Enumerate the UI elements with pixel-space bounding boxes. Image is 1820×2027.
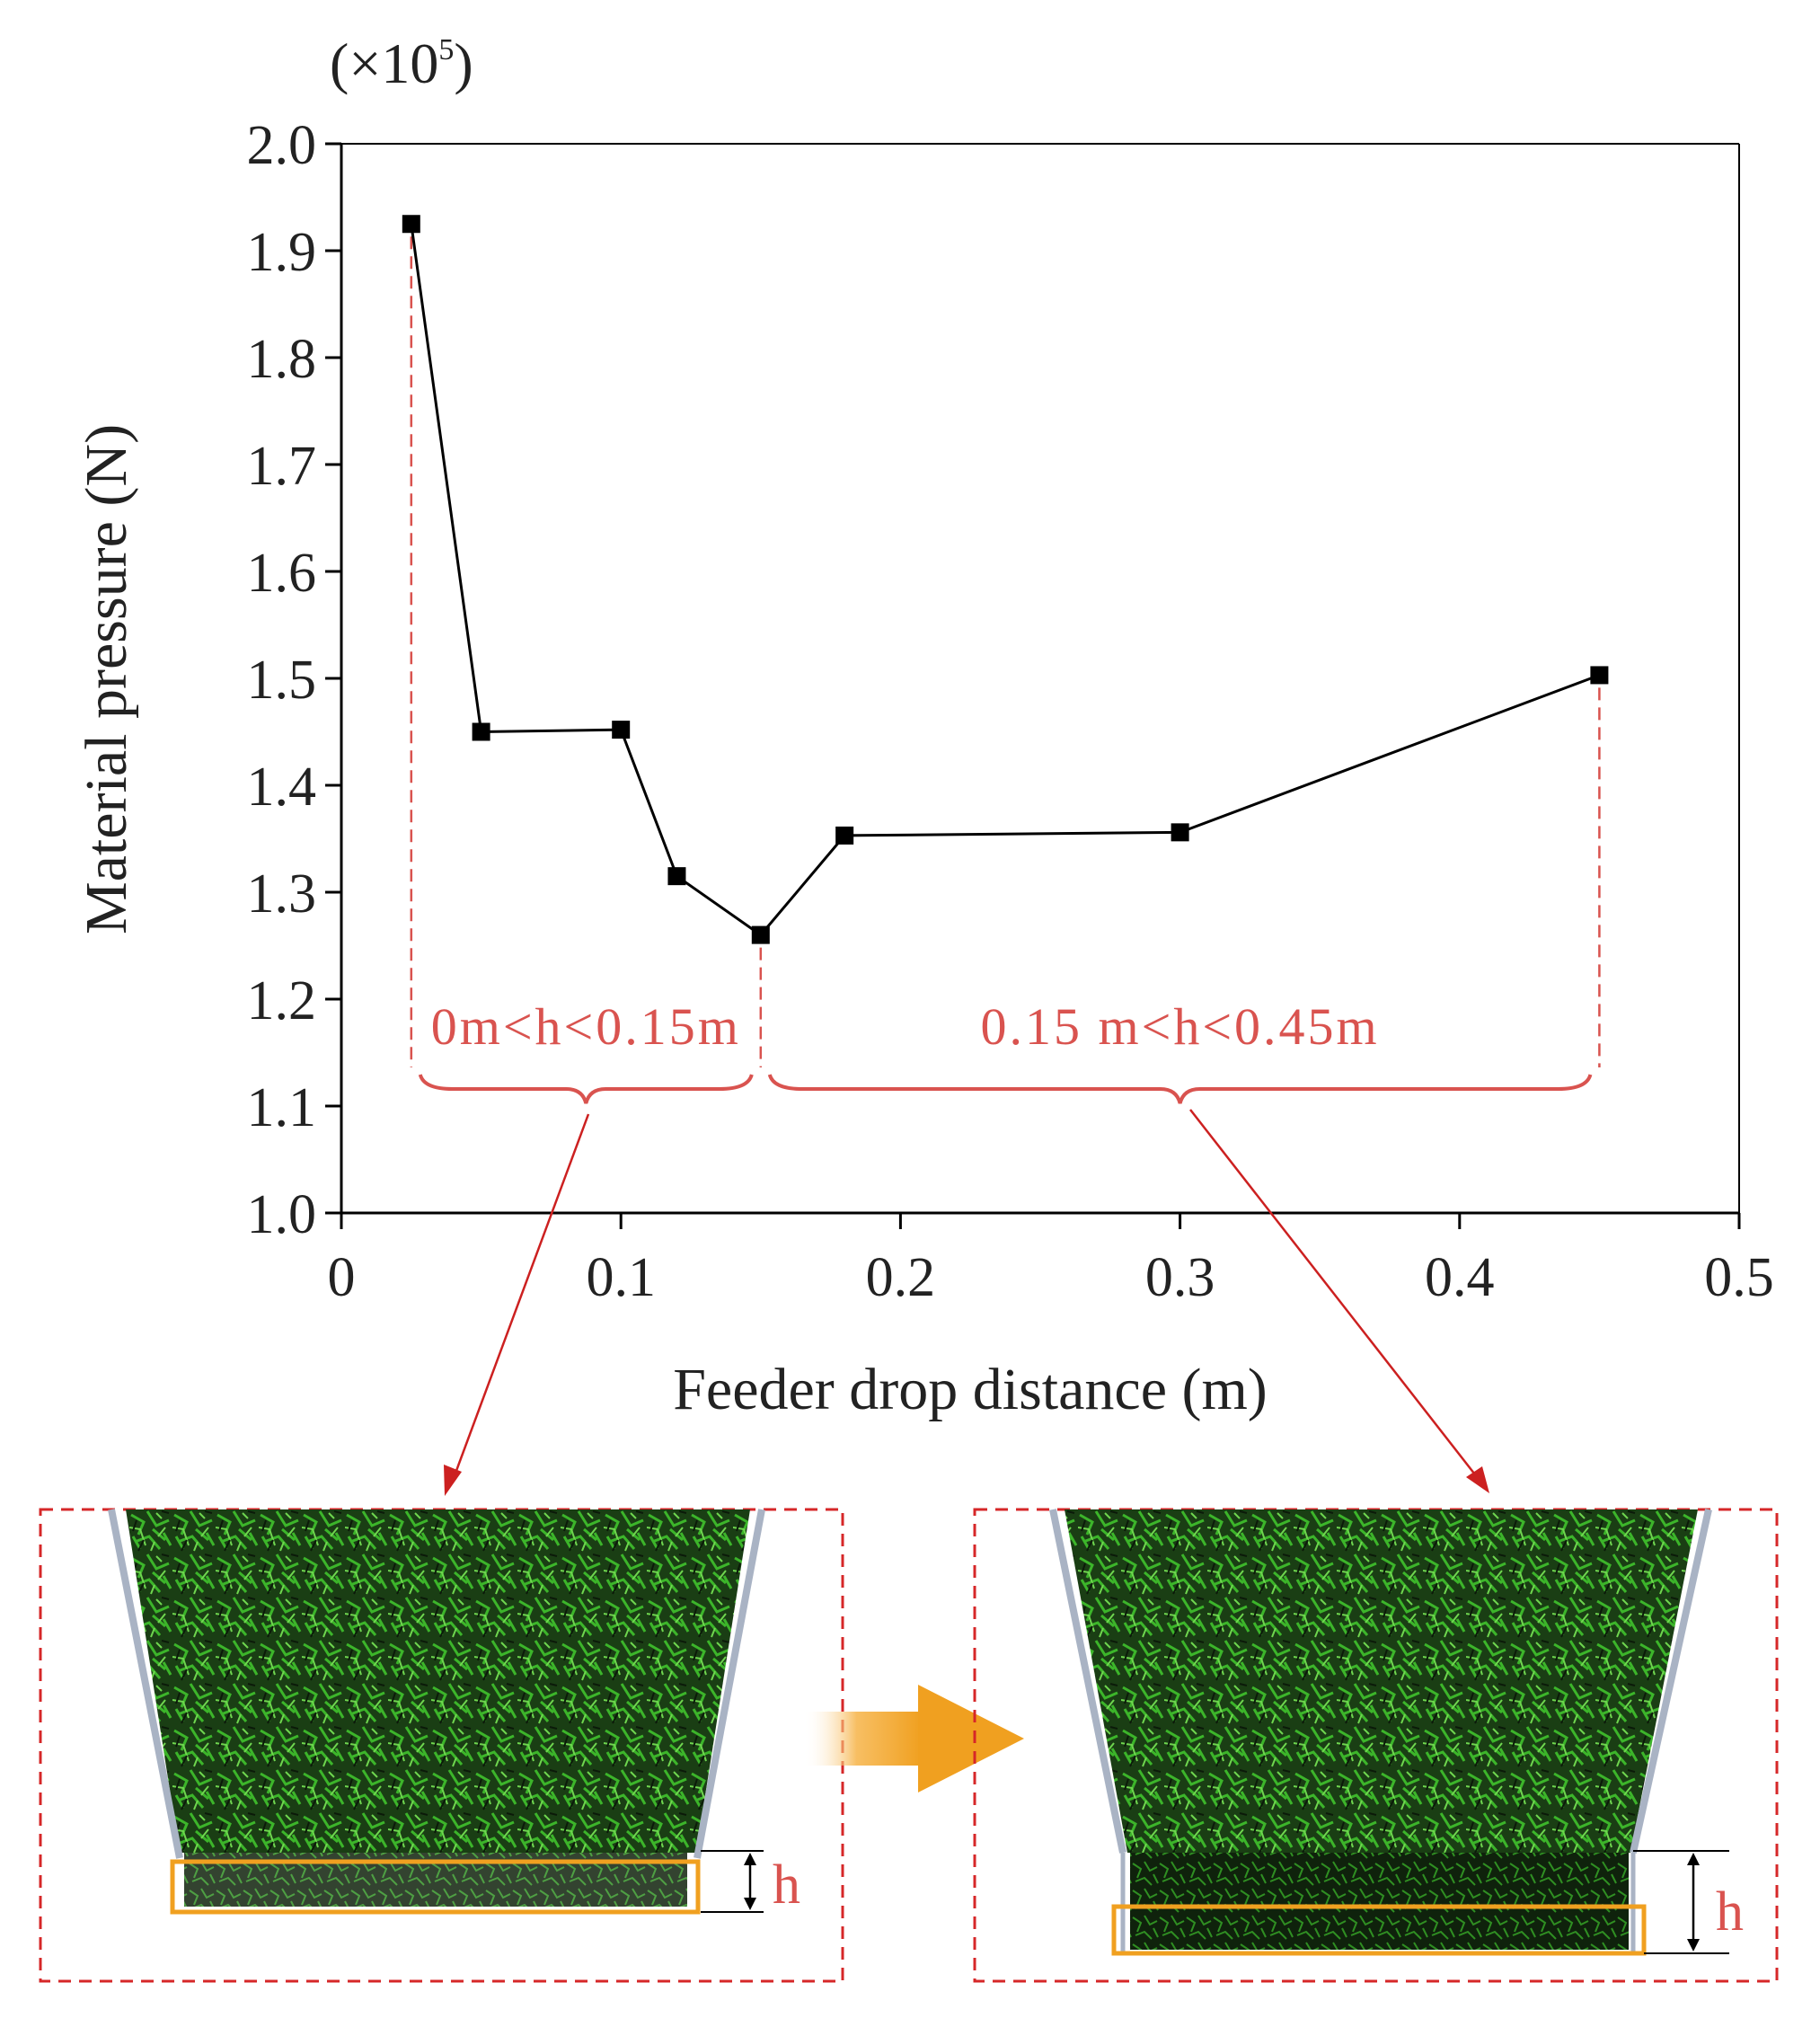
right-hopper-column-material xyxy=(1130,1853,1629,1950)
y-tick-label: 1.2 xyxy=(247,970,317,1031)
right-gap-box xyxy=(1111,1904,1647,1956)
x-axis-label: Feeder drop distance (m) xyxy=(673,1357,1268,1422)
pointer-arrow-right-line xyxy=(1189,1109,1479,1479)
y-axis-ticks: 1.0 1.1 1.2 1.3 1.4 1.5 1.6 1.7 1.8 1.9 2.0 xyxy=(247,115,341,1245)
right-simulation-panel: h xyxy=(973,1508,1779,1983)
right-h-label: h xyxy=(1716,1881,1744,1943)
transition-arrow-shaft xyxy=(804,1712,921,1766)
range-brace xyxy=(418,1074,754,1104)
pointer-arrow-left-line xyxy=(452,1113,590,1479)
y-axis-label: Material pressure (N) xyxy=(74,424,139,934)
right-hopper-wall-right xyxy=(1630,1509,1712,1854)
x-tick-label: 0 xyxy=(328,1247,356,1308)
right-hopper-material xyxy=(1065,1509,1698,1853)
range-annotations: 0m<h<0.15m 0.15 m<h<0.45m xyxy=(410,236,1601,1104)
x-tick-label: 0.1 xyxy=(586,1247,656,1308)
left-dimension-arrow-up xyxy=(744,1853,756,1865)
data-point-marker xyxy=(835,826,854,845)
x-tick-label: 0.3 xyxy=(1145,1247,1215,1308)
data-point-marker xyxy=(667,867,686,886)
left-dimension-arrow-down xyxy=(744,1898,756,1910)
y-tick-label: 1.1 xyxy=(247,1077,317,1138)
data-point-marker xyxy=(612,721,631,739)
range-brace xyxy=(767,1074,1593,1104)
y-axis-multiplier-exponent: 5 xyxy=(438,33,454,66)
x-tick-label: 0.4 xyxy=(1425,1247,1495,1308)
transition-arrow xyxy=(804,1685,1024,1792)
pointer-arrows xyxy=(444,1109,1489,1496)
transition-arrow-head xyxy=(918,1685,1024,1792)
y-tick-label: 1.5 xyxy=(247,650,317,711)
left-hopper-wall-left xyxy=(108,1509,183,1859)
x-tick-label: 0.2 xyxy=(866,1247,936,1308)
y-tick-label: 1.8 xyxy=(247,329,317,390)
x-tick-label: 0.5 xyxy=(1704,1247,1774,1308)
y-tick-label: 1.6 xyxy=(247,543,317,604)
x-axis-ticks: 0 0.1 0.2 0.3 0.4 0.5 xyxy=(328,1213,1774,1308)
right-hopper-wall-left xyxy=(1049,1509,1126,1854)
right-dimension-arrow-down xyxy=(1687,1939,1700,1952)
data-point-marker xyxy=(1590,666,1609,685)
data-point-marker xyxy=(1171,823,1189,842)
y-tick-label: 1.7 xyxy=(247,436,317,497)
y-tick-label: 2.0 xyxy=(247,115,317,176)
left-hopper-wall-right xyxy=(694,1509,765,1859)
data-series xyxy=(402,215,1609,944)
left-h-label: h xyxy=(773,1854,800,1916)
range-label: 0m<h<0.15m xyxy=(431,997,741,1056)
y-tick-label: 1.4 xyxy=(247,757,317,818)
pointer-arrow-left-head xyxy=(444,1465,462,1496)
y-tick-label: 1.0 xyxy=(247,1184,317,1245)
right-dimension-arrow-up xyxy=(1687,1853,1700,1865)
left-gap-box xyxy=(170,1859,701,1915)
y-tick-label: 1.3 xyxy=(247,863,317,925)
pointer-arrow-right-head xyxy=(1466,1466,1489,1493)
data-point-marker xyxy=(402,215,420,234)
left-simulation-panel: h xyxy=(39,1508,844,1983)
data-point-marker xyxy=(751,925,770,944)
data-point-marker xyxy=(472,722,490,741)
left-hopper-material xyxy=(126,1509,750,1853)
series-line xyxy=(410,224,1600,937)
range-label: 0.15 m<h<0.45m xyxy=(981,997,1380,1056)
y-axis-multiplier: (×105) xyxy=(330,31,473,95)
y-tick-label: 1.9 xyxy=(247,222,317,283)
